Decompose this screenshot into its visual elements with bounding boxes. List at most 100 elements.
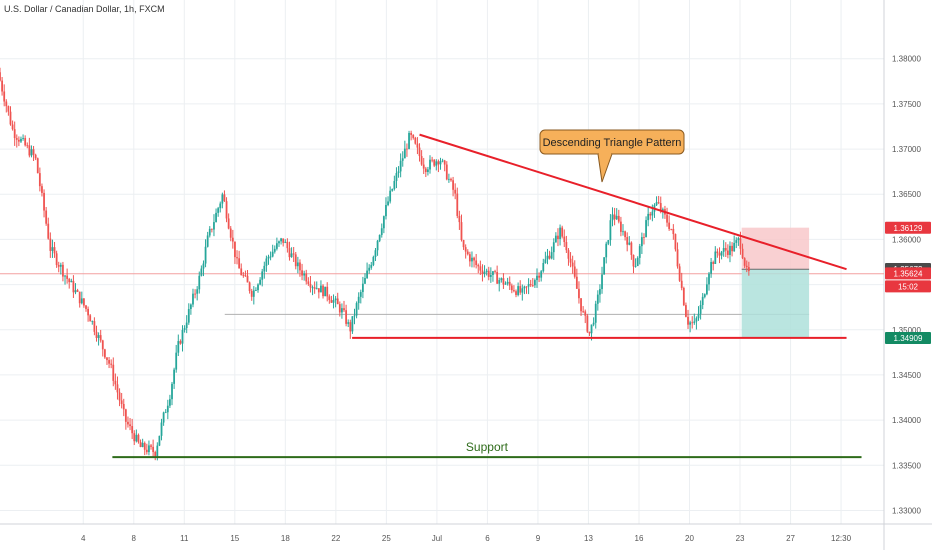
callout-text: Descending Triangle Pattern [543,137,682,149]
candle-body [550,252,553,259]
candle-body [41,186,43,193]
candle-body [334,298,337,301]
candle-body [607,240,610,244]
candle-body [250,290,253,297]
candle-body [213,222,215,230]
candle-body [427,169,429,172]
candle-body [527,284,530,287]
candle-body [257,284,259,291]
candle-body [657,202,660,204]
candle-body [194,293,196,295]
candle-body [26,145,29,147]
candle-body [498,280,501,284]
candle-body [78,291,81,304]
candle-body [586,315,589,332]
candle-body [418,147,421,157]
candle-body [244,275,247,277]
candle-body [643,237,645,238]
candle-body [141,442,144,447]
candle-body [30,149,33,156]
candle-body [456,193,459,216]
candle-body [76,290,79,292]
candle-body [726,250,729,255]
candle-body [393,181,396,190]
candle-body [693,321,696,323]
candle-body [622,231,624,233]
candle-body [51,247,54,251]
candle-body [85,305,87,309]
candle-body [210,228,213,230]
candle-body [519,286,522,293]
candle-body [590,324,593,334]
candle-body [559,227,561,240]
candle-body [202,263,205,269]
candle-body [510,285,513,291]
candle-body [305,273,308,282]
candle-body [32,149,35,155]
candle-body [238,258,241,269]
candle-body [349,322,352,332]
candle-body [544,259,547,264]
candle-body [406,148,408,150]
candle-body [554,235,557,243]
candle-body [311,287,314,289]
candle-body [11,124,14,130]
candle-body [592,322,595,325]
candle-body [355,303,358,316]
candle-body [175,352,178,370]
candle-body [215,212,217,223]
candle-body [538,275,540,278]
candle-body [391,189,394,191]
candle-body [131,426,134,434]
candle-body [521,288,524,293]
stop-loss-zone[interactable] [741,227,810,270]
candle-body [515,291,517,295]
candle-body [435,161,438,166]
candle-body [173,369,176,384]
candle-body [596,294,599,304]
x-tick-label: 23 [736,534,745,543]
candle-body [408,132,410,149]
candle-body [601,274,603,290]
price-axis-label [885,331,931,344]
candle-body [263,265,266,272]
candle-body [116,384,119,393]
candle-body [475,260,478,266]
candle-body [525,286,528,288]
y-tick-label: 1.33500 [892,461,921,470]
candle-body [326,286,329,297]
candle-body [385,205,387,217]
candle-body [255,290,257,291]
candle-body [242,275,245,276]
candle-body [575,276,578,289]
candle-body [659,203,662,212]
take-profit-zone[interactable] [741,269,810,338]
candle-body [20,138,22,142]
candle-body [330,299,333,303]
candle-body [513,290,515,292]
candle-body [594,303,597,323]
candle-body [454,189,457,194]
candle-body [714,251,717,265]
candle-body [661,209,664,212]
candle-body [231,237,234,242]
candle-body [301,270,303,276]
candle-body [122,403,125,410]
candle-body [529,284,532,286]
callout-descending-triangle[interactable]: Descending Triangle Pattern [539,129,685,183]
candle-body [378,234,381,241]
candle-body [561,227,564,237]
candle-body [208,228,211,236]
candle-body [615,215,618,220]
candle-body [139,442,142,447]
candle-body [720,251,723,256]
y-tick-label: 1.38000 [892,55,921,64]
resistance-trendline[interactable] [419,133,847,271]
x-tick-label: 22 [331,534,340,543]
candle-body [487,270,490,277]
candle-body [599,289,601,295]
candle-body [420,156,423,165]
candle-body [701,296,704,305]
